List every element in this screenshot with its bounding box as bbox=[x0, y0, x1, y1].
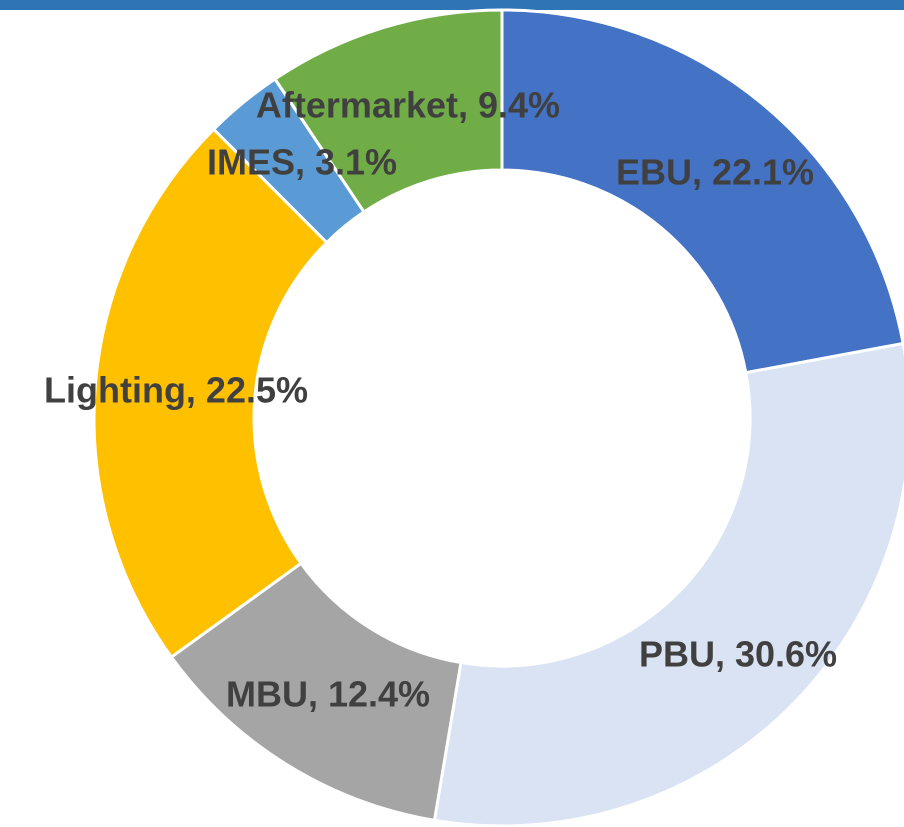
data-label: IMES, 3.1% bbox=[207, 142, 397, 183]
data-label: EBU, 22.1% bbox=[616, 152, 814, 193]
data-label: PBU, 30.6% bbox=[639, 634, 837, 675]
donut-slice bbox=[500, 8, 904, 375]
donut-slice bbox=[92, 127, 329, 660]
data-label: MBU, 12.4% bbox=[226, 674, 430, 715]
data-label: Aftermarket, 9.4% bbox=[256, 85, 560, 126]
data-label: Lighting, 22.5% bbox=[44, 370, 308, 411]
donut-slice bbox=[432, 341, 904, 827]
donut-slice bbox=[272, 8, 504, 215]
header-bar bbox=[0, 0, 904, 10]
